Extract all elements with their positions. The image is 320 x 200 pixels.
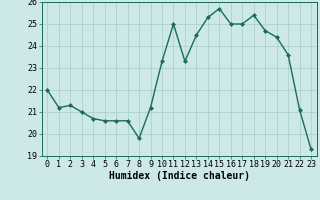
X-axis label: Humidex (Indice chaleur): Humidex (Indice chaleur) — [109, 171, 250, 181]
